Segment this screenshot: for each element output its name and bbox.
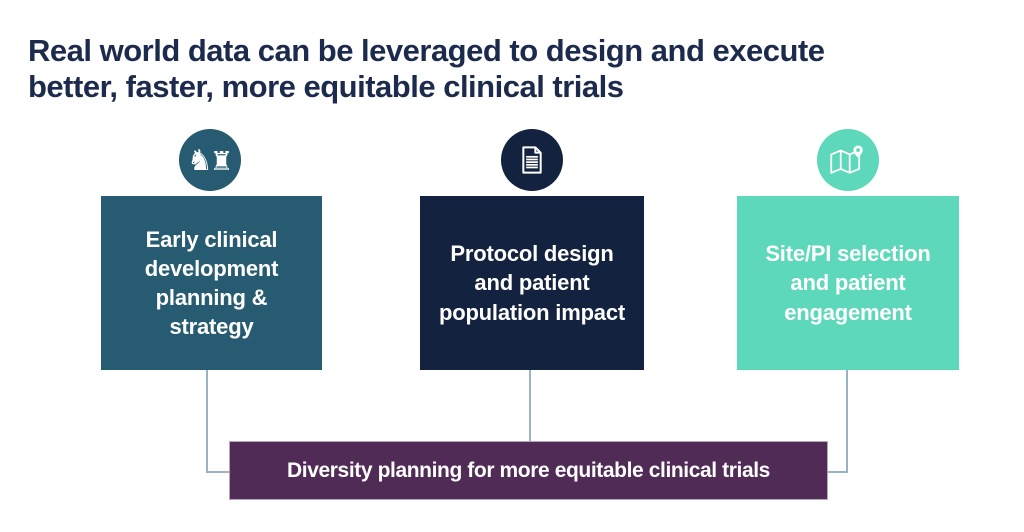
map-icon-circle — [817, 129, 879, 191]
pillar-box-protocol-design: Protocol design and patient population i… — [420, 196, 644, 370]
pillar-box-site-pi-selection: Site/PI selection and patient engagement — [737, 196, 959, 370]
connector-site-pi-vertical — [846, 370, 848, 473]
chess-icon-circle: ♞ ♜ — [179, 129, 241, 191]
chess-knight-icon: ♞ — [186, 142, 213, 177]
document-icon — [522, 146, 542, 174]
connector-early-clinical-vertical — [206, 370, 208, 473]
connector-early-clinical-horizontal — [206, 471, 231, 473]
page-title-line-2: better, faster, more equitable clinical … — [28, 69, 624, 105]
pillar-label-early-clinical-development: Early clinical development planning & st… — [144, 226, 279, 340]
chess-rook-icon: ♜ — [209, 146, 234, 177]
connector-site-pi-horizontal — [827, 471, 848, 473]
diversity-planning-banner-label: Diversity planning for more equitable cl… — [287, 458, 770, 482]
diversity-planning-banner: Diversity planning for more equitable cl… — [229, 441, 828, 500]
pillar-label-protocol-design: Protocol design and patient population i… — [438, 241, 626, 325]
document-icon-circle — [501, 129, 563, 191]
chess-pieces-icon: ♞ ♜ — [186, 142, 234, 177]
connector-protocol-design-vertical — [529, 370, 531, 442]
page-title: Real world data can be leveraged to desi… — [28, 32, 825, 106]
pillar-label-site-pi-selection: Site/PI selection and patient engagement — [765, 241, 931, 325]
page-title-line-1: Real world data can be leveraged to desi… — [28, 32, 825, 68]
map-pin-icon — [830, 145, 863, 174]
pillar-box-early-clinical-development: Early clinical development planning & st… — [101, 196, 322, 370]
